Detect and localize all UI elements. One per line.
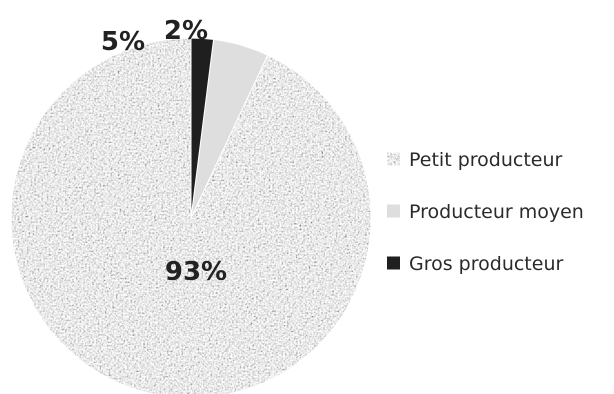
legend-swatch-producteur-moyen — [387, 204, 400, 218]
pie-slices — [10, 37, 372, 394]
legend-label-producteur-moyen: Producteur moyen — [409, 201, 584, 223]
legend: Petit producteur Producteur moyen Gros pro… — [387, 149, 584, 275]
data-label-gros-producteur: 2% — [164, 16, 208, 46]
data-label-petit-producteur: 93% — [165, 257, 227, 287]
legend-swatch-gros-producteur — [387, 256, 400, 270]
pie-data-labels: 93% 5% 2% — [101, 16, 227, 287]
data-label-producteur-moyen: 5% — [101, 27, 145, 57]
legend-label-gros-producteur: Gros producteur — [409, 253, 563, 275]
legend-swatch-petit-producteur — [387, 152, 400, 166]
legend-label-petit-producteur: Petit producteur — [409, 149, 562, 171]
pie-slice-gros-producteur — [190, 37, 215, 219]
